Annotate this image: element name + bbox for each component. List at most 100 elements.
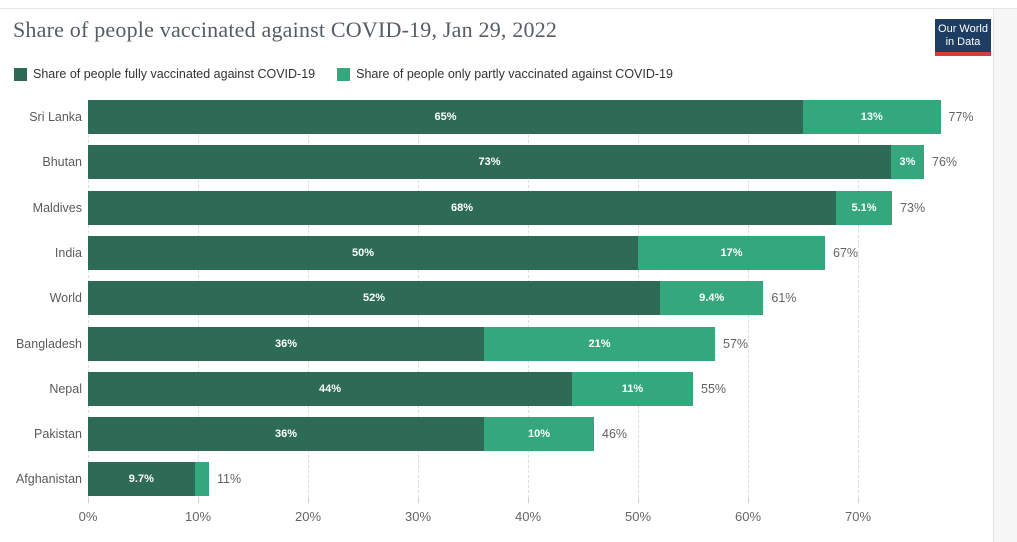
bar-value-label: 10% <box>527 428 551 440</box>
category-label: Pakistan <box>34 427 82 441</box>
bar-value-label: 36% <box>274 338 298 350</box>
gridline-70 <box>858 100 859 498</box>
bar-row: World 52% 9.4% 61% <box>0 281 993 315</box>
bar-stack: 68% 5.1% <box>88 191 893 225</box>
category-label: World <box>49 291 82 305</box>
x-axis-tick-label: 40% <box>514 509 542 524</box>
bar-stack: 36% 21% <box>88 327 715 361</box>
category-label: Nepal <box>49 382 82 396</box>
bar-row: Nepal 44% 11% 55% <box>0 372 993 406</box>
bar-stack: 9.7% <box>88 462 209 496</box>
x-axis-tick-label: 70% <box>844 509 872 524</box>
bar-value-label: 11% <box>621 383 644 395</box>
bar-value-label: 5.1% <box>851 202 877 214</box>
bar-value-label: 52% <box>362 292 386 304</box>
bar-segment-fully[interactable]: 73% <box>88 145 891 179</box>
bar-total-label: 57% <box>723 337 749 351</box>
bar-segment-fully[interactable]: 50% <box>88 236 638 270</box>
x-axis-tick-label: 0% <box>78 509 98 524</box>
bar-row: Bangladesh 36% 21% 57% <box>0 327 993 361</box>
legend-label-fully: Share of people fully vaccinated against… <box>33 67 316 81</box>
bar-row: Pakistan 36% 10% 46% <box>0 417 993 451</box>
bar-value-label: 65% <box>434 111 457 123</box>
x-axis-tick-label: 10% <box>184 509 212 524</box>
bar-value-label: 36% <box>274 428 298 440</box>
category-label: Sri Lanka <box>29 110 82 124</box>
bar-segment-fully[interactable]: 9.7% <box>88 462 195 496</box>
bar-total-label: 73% <box>900 201 926 215</box>
category-label: Afghanistan <box>15 472 82 486</box>
x-axis-tick-mark <box>638 498 639 503</box>
bar-segment-fully[interactable]: 36% <box>88 417 484 451</box>
bar-segment-partly[interactable]: 9.4% <box>660 281 764 315</box>
bar-stack: 65% 13% <box>88 100 941 134</box>
bar-total-label: 77% <box>948 110 974 124</box>
x-axis-tick-mark <box>748 498 749 503</box>
bar-row: Afghanistan 9.7% 11% <box>0 462 993 496</box>
bar-stack: 44% 11% <box>88 372 693 406</box>
bar-total-label: 55% <box>701 382 727 396</box>
chart-title: Share of people vaccinated against COVID… <box>13 17 558 42</box>
bar-value-label: 9.4% <box>699 292 725 304</box>
x-axis-tick-label: 60% <box>734 509 762 524</box>
bar-segment-partly[interactable]: 21% <box>484 327 715 361</box>
bar-row: Sri Lanka 65% 13% 77% <box>0 100 993 134</box>
x-axis-tick-mark <box>88 498 89 503</box>
legend: Share of people fully vaccinated against… <box>14 67 673 81</box>
legend-label-partly: Share of people only partly vaccinated a… <box>356 67 673 81</box>
x-axis-tick-mark <box>528 498 529 503</box>
bar-segment-fully[interactable]: 44% <box>88 372 572 406</box>
bar-segment-partly[interactable]: 5.1% <box>836 191 893 225</box>
bar-total-label: 46% <box>602 427 628 441</box>
category-label: Bhutan <box>42 155 82 169</box>
bar-stack: 73% 3% <box>88 145 924 179</box>
bar-segment-partly[interactable] <box>194 462 209 496</box>
bar-segment-partly[interactable]: 3% <box>891 145 924 179</box>
owid-logo-text-line1: Our World <box>938 23 988 35</box>
x-axis-tick-mark <box>308 498 309 503</box>
bar-total-label: 11% <box>217 472 242 486</box>
bar-stack: 52% 9.4% <box>88 281 764 315</box>
bar-value-label: 44% <box>318 383 342 395</box>
bar-row: Bhutan 73% 3% 76% <box>0 145 993 179</box>
x-axis-tick-label: 50% <box>624 509 652 524</box>
owid-logo[interactable]: Our World in Data <box>935 19 991 56</box>
bar-segment-fully[interactable]: 36% <box>88 327 484 361</box>
bar-stack: 50% 17% <box>88 236 825 270</box>
category-label: Bangladesh <box>15 337 82 351</box>
bar-total-label: 76% <box>932 155 958 169</box>
bar-value-label: 73% <box>478 156 501 168</box>
x-axis-tick-label: 30% <box>404 509 432 524</box>
bar-segment-fully[interactable]: 68% <box>88 191 836 225</box>
page-background-strip <box>993 9 1017 542</box>
legend-swatch-partly <box>337 67 351 81</box>
bar-row: India 50% 17% 67% <box>0 236 993 270</box>
x-axis-tick-mark <box>858 498 859 503</box>
bar-row: Maldives 68% 5.1% 73% <box>0 191 993 225</box>
bar-segment-partly[interactable]: 10% <box>484 417 594 451</box>
bar-value-label: 3% <box>899 156 916 168</box>
x-axis-tick-mark <box>418 498 419 503</box>
category-label: Maldives <box>32 201 82 215</box>
bar-segment-partly[interactable]: 11% <box>572 372 693 406</box>
bar-value-label: 21% <box>588 338 611 350</box>
bar-chart: Sri Lanka 65% 13% 77% Bhutan 73% 3% 76% Maldives… <box>0 100 993 540</box>
top-border-line <box>0 8 1017 9</box>
bar-value-label: 9.7% <box>128 473 154 485</box>
legend-item-fully: Share of people fully vaccinated against… <box>14 67 315 81</box>
legend-swatch-fully <box>14 67 27 81</box>
bar-segment-fully[interactable]: 52% <box>88 281 660 315</box>
owid-logo-underline <box>935 52 991 56</box>
bar-value-label: 68% <box>450 202 474 214</box>
bar-stack: 36% 10% <box>88 417 594 451</box>
legend-item-partly: Share of people only partly vaccinated a… <box>337 67 673 81</box>
category-label: India <box>54 246 82 260</box>
bar-segment-fully[interactable]: 65% <box>88 100 803 134</box>
bar-total-label: 67% <box>833 246 859 260</box>
bar-value-label: 50% <box>351 247 375 259</box>
bar-segment-partly[interactable]: 13% <box>803 100 941 134</box>
bar-value-label: 13% <box>860 111 883 123</box>
bar-total-label: 61% <box>771 291 797 305</box>
bar-segment-partly[interactable]: 17% <box>638 236 825 270</box>
